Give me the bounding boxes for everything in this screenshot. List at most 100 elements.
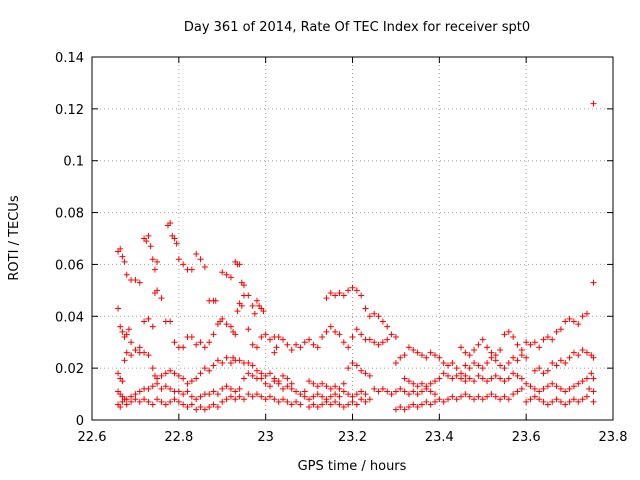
axis-ticks: 22.6 22.8 23 23.2 23.4 23.6 23.8 0 0.02 0.04 0.06 0… [55, 51, 627, 445]
data-point [258, 370, 265, 377]
data-point [436, 396, 443, 403]
data-point [590, 388, 597, 395]
data-point [484, 393, 491, 400]
data-point [167, 398, 174, 405]
data-point [267, 383, 274, 390]
data-point [475, 393, 482, 400]
data-point [384, 388, 391, 395]
data-point [553, 362, 560, 369]
data-point [453, 396, 460, 403]
data-point [145, 398, 152, 405]
data-point [201, 406, 208, 413]
data-point [518, 385, 525, 392]
data-point [371, 339, 378, 346]
data-point [273, 344, 280, 351]
data-point [262, 372, 269, 379]
data-point [167, 367, 174, 374]
data-point [310, 380, 317, 387]
data-point [492, 357, 499, 364]
data-point [214, 357, 221, 364]
data-point [332, 391, 339, 398]
data-point [184, 404, 191, 411]
data-point [180, 391, 187, 398]
data-point [167, 385, 174, 392]
data-point [345, 365, 352, 372]
data-point [288, 346, 295, 353]
data-point [484, 344, 491, 351]
data-point [414, 349, 421, 356]
data-point [193, 406, 200, 413]
data-point [219, 359, 226, 366]
data-point [232, 396, 239, 403]
data-point [128, 398, 135, 405]
data-point [453, 365, 460, 372]
data-point [405, 391, 412, 398]
data-point [240, 396, 247, 403]
data-point [223, 354, 230, 361]
data-point [288, 385, 295, 392]
data-point [562, 318, 569, 325]
data-point [180, 344, 187, 351]
data-point [340, 292, 347, 299]
data-point [562, 401, 569, 408]
data-point [427, 388, 434, 395]
data-point [392, 388, 399, 395]
data-point [501, 393, 508, 400]
data-point [371, 385, 378, 392]
data-point [336, 331, 343, 338]
data-point [570, 383, 577, 390]
data-point [590, 398, 597, 405]
data-point [362, 398, 369, 405]
data-point [462, 372, 469, 379]
data-point [149, 256, 156, 263]
data-point [384, 323, 391, 330]
data-point [227, 323, 234, 330]
data-point [323, 398, 330, 405]
data-point [549, 359, 556, 366]
data-point [206, 391, 213, 398]
data-point [262, 380, 269, 387]
data-point [488, 354, 495, 361]
data-point [345, 401, 352, 408]
data-point [327, 289, 334, 296]
data-point [258, 393, 265, 400]
data-point [227, 393, 234, 400]
data-point [180, 261, 187, 268]
data-point [275, 378, 282, 385]
data-point [353, 287, 360, 294]
data-point [423, 354, 430, 361]
data-point [121, 357, 128, 364]
data-point [314, 344, 321, 351]
data-point [188, 401, 195, 408]
data-point [566, 315, 573, 322]
data-point [167, 318, 174, 325]
data-point [332, 383, 339, 390]
data-point [590, 279, 597, 286]
data-point [553, 328, 560, 335]
data-point [340, 380, 347, 387]
data-point [253, 344, 260, 351]
data-point [184, 388, 191, 395]
data-point [128, 339, 135, 346]
data-point [193, 396, 200, 403]
data-point [262, 396, 269, 403]
data-point [514, 357, 521, 364]
data-point [275, 334, 282, 341]
data-point [410, 388, 417, 395]
data-point [240, 375, 247, 382]
data-point [475, 341, 482, 348]
data-point [375, 341, 382, 348]
data-point [149, 401, 156, 408]
data-point [440, 398, 447, 405]
data-point [570, 396, 577, 403]
data-point [206, 367, 213, 374]
data-point [245, 370, 252, 377]
data-point [436, 375, 443, 382]
data-point [251, 310, 258, 317]
data-point [475, 362, 482, 369]
data-point [553, 383, 560, 390]
data-point [353, 326, 360, 333]
data-point [132, 276, 139, 283]
data-point [301, 388, 308, 395]
data-point [214, 404, 221, 411]
